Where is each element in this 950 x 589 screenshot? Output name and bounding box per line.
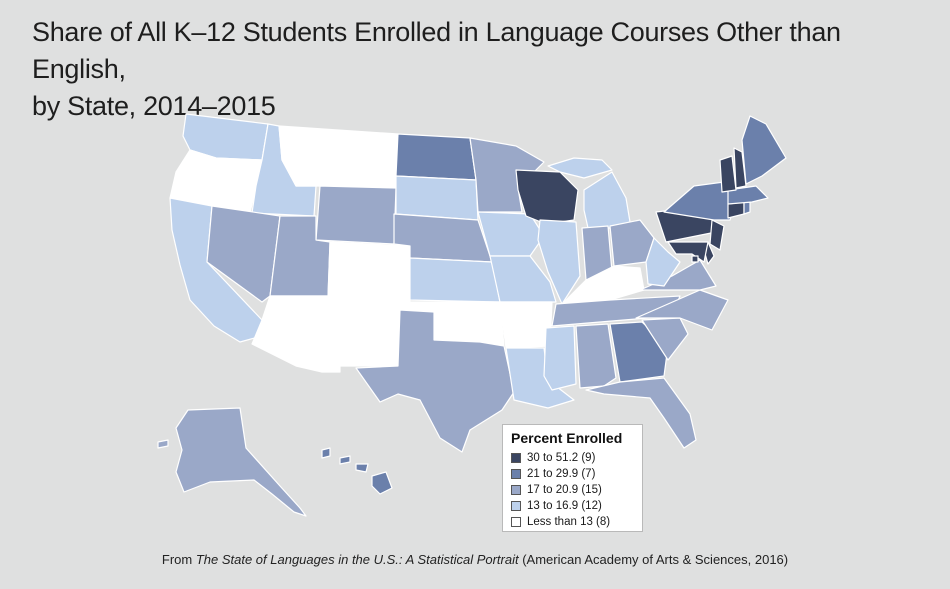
source-citation: From The State of Languages in the U.S.:… bbox=[0, 552, 950, 567]
state-MI-upper[interactable] bbox=[547, 157, 613, 179]
legend-swatch bbox=[511, 469, 521, 479]
state-AR[interactable] bbox=[499, 301, 553, 349]
state-VT[interactable] bbox=[719, 155, 737, 193]
state-HI-isle-3[interactable] bbox=[355, 463, 369, 473]
state-AK-island[interactable] bbox=[157, 439, 169, 449]
state-ME[interactable] bbox=[741, 115, 787, 185]
state-KS[interactable] bbox=[409, 257, 501, 303]
legend-label: 17 to 20.9 (15) bbox=[527, 484, 602, 496]
state-SD[interactable] bbox=[395, 175, 479, 221]
state-OR[interactable] bbox=[169, 149, 263, 214]
state-AL[interactable] bbox=[575, 323, 617, 389]
state-ND[interactable] bbox=[395, 133, 477, 181]
title-line-1: Share of All K–12 Students Enrolled in L… bbox=[32, 17, 841, 84]
legend-label: Less than 13 (8) bbox=[527, 516, 611, 528]
state-HI-isle-1[interactable] bbox=[321, 447, 331, 459]
state-RI[interactable] bbox=[743, 201, 751, 215]
state-DC[interactable] bbox=[691, 255, 699, 263]
state-MO[interactable] bbox=[489, 255, 557, 303]
state-MN[interactable] bbox=[469, 137, 545, 213]
state-SC[interactable] bbox=[641, 317, 689, 361]
state-AZ[interactable] bbox=[251, 295, 329, 373]
source-suffix: (American Academy of Arts & Sciences, 20… bbox=[518, 552, 789, 567]
state-MA[interactable] bbox=[727, 185, 769, 205]
state-CO[interactable] bbox=[327, 241, 411, 303]
legend-swatch bbox=[511, 501, 521, 511]
legend-item: Less than 13 (8) bbox=[511, 514, 634, 530]
legend-label: 21 to 29.9 (7) bbox=[527, 468, 596, 480]
map-legend: Percent Enrolled 30 to 51.2 (9) 21 to 29… bbox=[502, 424, 643, 532]
state-NJ[interactable] bbox=[709, 219, 725, 251]
legend-swatch bbox=[511, 485, 521, 495]
state-MI[interactable] bbox=[583, 171, 631, 229]
state-NV[interactable] bbox=[206, 205, 281, 303]
legend-item: 30 to 51.2 (9) bbox=[511, 450, 634, 466]
legend-title: Percent Enrolled bbox=[511, 430, 623, 446]
state-NC[interactable] bbox=[635, 289, 729, 331]
legend-label: 30 to 51.2 (9) bbox=[527, 452, 596, 464]
state-FL[interactable] bbox=[585, 377, 697, 449]
legend-item: 17 to 20.9 (15) bbox=[511, 482, 634, 498]
state-LA[interactable] bbox=[505, 347, 575, 409]
state-NH[interactable] bbox=[733, 147, 747, 189]
title-line-2: by State, 2014–2015 bbox=[32, 91, 276, 121]
map-title: Share of All K–12 Students Enrolled in L… bbox=[32, 14, 922, 125]
legend-swatch bbox=[511, 453, 521, 463]
state-TX[interactable] bbox=[355, 309, 515, 453]
state-MS[interactable] bbox=[543, 325, 577, 391]
state-HI-isle-2[interactable] bbox=[339, 455, 351, 465]
state-MT[interactable] bbox=[278, 125, 399, 189]
state-IA[interactable] bbox=[477, 211, 545, 257]
legend-label: 13 to 16.9 (12) bbox=[527, 500, 602, 512]
state-WY[interactable] bbox=[315, 185, 397, 245]
legend-swatch bbox=[511, 517, 521, 527]
legend-item: 21 to 29.9 (7) bbox=[511, 466, 634, 482]
state-AK[interactable] bbox=[175, 407, 307, 517]
source-work-title: The State of Languages in the U.S.: A St… bbox=[195, 552, 519, 567]
source-prefix: From bbox=[161, 552, 196, 567]
state-WV[interactable] bbox=[645, 237, 681, 287]
state-NM[interactable] bbox=[321, 297, 401, 373]
legend-item: 13 to 16.9 (12) bbox=[511, 498, 634, 514]
state-HI[interactable] bbox=[371, 471, 393, 495]
